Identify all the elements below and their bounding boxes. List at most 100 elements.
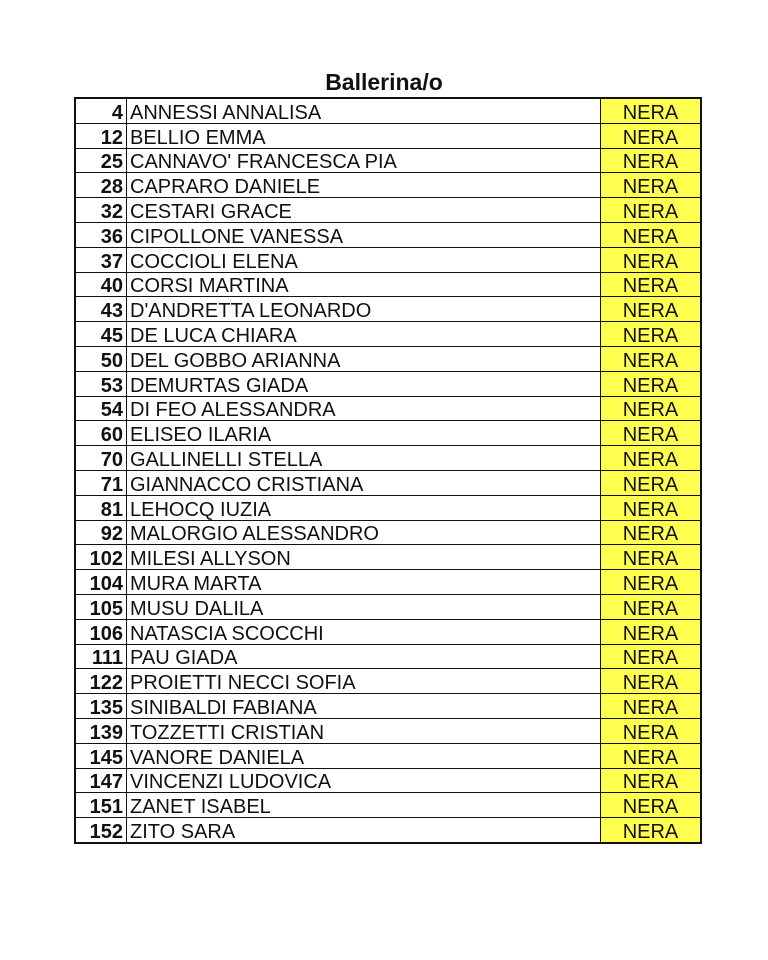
table-row: 70 GALLINELLI STELLA NERA (74, 445, 702, 471)
status-cell: NERA (600, 97, 702, 124)
table-row: 32 CESTARI GRACE NERA (74, 197, 702, 223)
name-cell: NATASCIA SCOCCHI (126, 618, 601, 645)
status-cell: NERA (600, 445, 702, 471)
number-cell: 147 (74, 767, 127, 794)
number-cell: 102 (74, 544, 127, 571)
number-cell: 40 (74, 271, 127, 298)
status-cell: NERA (600, 172, 702, 199)
table-row: 71 GIANNACCO CRISTIANA NERA (74, 469, 702, 496)
status-cell: NERA (600, 345, 702, 372)
page-title: Ballerina/o (325, 69, 443, 95)
table-row: 54 DI FEO ALESSANDRA NERA (74, 395, 702, 422)
number-cell: 53 (74, 370, 127, 397)
number-cell: 45 (74, 321, 127, 347)
table-row: 145 VANORE DANIELA NERA (74, 742, 702, 769)
status-cell: NERA (600, 271, 702, 298)
name-cell: VINCENZI LUDOVICA (126, 767, 601, 794)
status-cell: NERA (600, 569, 702, 595)
status-cell: NERA (600, 817, 702, 844)
status-cell: NERA (600, 593, 702, 620)
table-row: 53 DEMURTAS GIADA NERA (74, 370, 702, 397)
name-cell: CESTARI GRACE (126, 197, 601, 223)
number-cell: 135 (74, 693, 127, 719)
table-row: 12 BELLIO EMMA NERA (74, 122, 702, 149)
status-cell: NERA (600, 618, 702, 645)
table-row: 40 CORSI MARTINA NERA (74, 271, 702, 298)
status-cell: NERA (600, 370, 702, 397)
table-row: 37 COCCIOLI ELENA NERA (74, 246, 702, 273)
name-cell: DI FEO ALESSANDRA (126, 395, 601, 422)
status-cell: NERA (600, 668, 702, 695)
name-cell: ZITO SARA (126, 817, 601, 844)
number-cell: 145 (74, 742, 127, 769)
name-cell: TOZZETTI CRISTIAN (126, 717, 601, 744)
table-row: 139 TOZZETTI CRISTIAN NERA (74, 717, 702, 744)
name-cell: MUSU DALILA (126, 593, 601, 620)
table-row: 147 VINCENZI LUDOVICA NERA (74, 767, 702, 794)
name-cell: CAPRARO DANIELE (126, 172, 601, 199)
table-row: 111 PAU GIADA NERA (74, 643, 702, 670)
name-cell: MALORGIO ALESSANDRO (126, 519, 601, 546)
number-cell: 70 (74, 445, 127, 471)
participants-table: 4 ANNESSI ANNALISA NERA 12 BELLIO EMMA NERA 25… (74, 97, 702, 844)
name-cell: GIANNACCO CRISTIANA (126, 469, 601, 496)
name-cell: PAU GIADA (126, 643, 601, 670)
name-cell: DEMURTAS GIADA (126, 370, 601, 397)
status-cell: NERA (600, 395, 702, 422)
number-cell: 25 (74, 147, 127, 174)
table-row: 104 MURA MARTA NERA (74, 569, 702, 595)
number-cell: 43 (74, 296, 127, 323)
status-cell: NERA (600, 717, 702, 744)
number-cell: 32 (74, 197, 127, 223)
table-row: 152 ZITO SARA NERA (74, 817, 702, 844)
number-cell: 106 (74, 618, 127, 645)
name-cell: ANNESSI ANNALISA (126, 97, 601, 124)
name-cell: BELLIO EMMA (126, 122, 601, 149)
status-cell: NERA (600, 742, 702, 769)
number-cell: 151 (74, 792, 127, 819)
name-cell: ZANET ISABEL (126, 792, 601, 819)
number-cell: 122 (74, 668, 127, 695)
number-cell: 50 (74, 345, 127, 372)
table-row: 28 CAPRARO DANIELE NERA (74, 172, 702, 199)
number-cell: 37 (74, 246, 127, 273)
table-row: 50 DEL GOBBO ARIANNA NERA (74, 345, 702, 372)
number-cell: 28 (74, 172, 127, 199)
status-cell: NERA (600, 767, 702, 794)
number-cell: 54 (74, 395, 127, 422)
table-row: 135 SINIBALDI FABIANA NERA (74, 693, 702, 719)
number-cell: 60 (74, 420, 127, 447)
name-cell: DE LUCA CHIARA (126, 321, 601, 347)
status-cell: NERA (600, 246, 702, 273)
name-cell: MILESI ALLYSON (126, 544, 601, 571)
status-cell: NERA (600, 469, 702, 496)
table-row: 92 MALORGIO ALESSANDRO NERA (74, 519, 702, 546)
status-cell: NERA (600, 321, 702, 347)
number-cell: 81 (74, 494, 127, 521)
name-cell: PROIETTI NECCI SOFIA (126, 668, 601, 695)
table-row: 43 D'ANDRETTA LEONARDO NERA (74, 296, 702, 323)
number-cell: 104 (74, 569, 127, 595)
name-cell: SINIBALDI FABIANA (126, 693, 601, 719)
number-cell: 71 (74, 469, 127, 496)
table-row: 36 CIPOLLONE VANESSA NERA (74, 221, 702, 248)
status-cell: NERA (600, 420, 702, 447)
table-row: 106 NATASCIA SCOCCHI NERA (74, 618, 702, 645)
number-cell: 139 (74, 717, 127, 744)
table-row: 45 DE LUCA CHIARA NERA (74, 321, 702, 347)
number-cell: 12 (74, 122, 127, 149)
table-row: 25 CANNAVO' FRANCESCA PIA NERA (74, 147, 702, 174)
number-cell: 4 (74, 97, 127, 124)
name-cell: D'ANDRETTA LEONARDO (126, 296, 601, 323)
table-row: 81 LEHOCQ IUZIA NERA (74, 494, 702, 521)
table-row: 60 ELISEO ILARIA NERA (74, 420, 702, 447)
name-cell: VANORE DANIELA (126, 742, 601, 769)
table-row: 105 MUSU DALILA NERA (74, 593, 702, 620)
number-cell: 36 (74, 221, 127, 248)
table-row: 122 PROIETTI NECCI SOFIA NERA (74, 668, 702, 695)
name-cell: CIPOLLONE VANESSA (126, 221, 601, 248)
status-cell: NERA (600, 494, 702, 521)
status-cell: NERA (600, 519, 702, 546)
status-cell: NERA (600, 544, 702, 571)
number-cell: 152 (74, 817, 127, 844)
